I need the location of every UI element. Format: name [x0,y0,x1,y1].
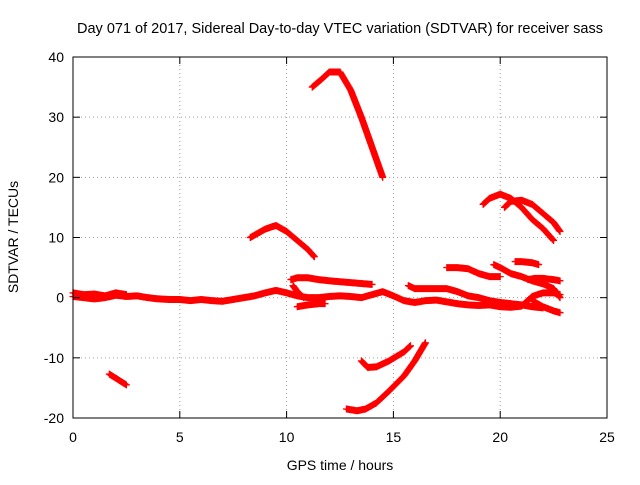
x-tick-label: 0 [69,429,77,445]
data-series-trace [246,221,318,261]
y-tick-label: 10 [48,230,64,246]
data-series-trace [287,274,376,288]
grid-lines [73,57,607,418]
y-tick-label: -10 [44,350,64,366]
y-tick-label: -20 [44,410,64,426]
x-tick-label: 20 [492,429,508,445]
axis-ticks: 0 5 10 15 20 25 -20 -10 0 10 20 30 40 [44,49,615,445]
x-tick-label: 15 [386,429,402,445]
x-tick-label: 25 [599,429,615,445]
data-series-trace [443,264,504,281]
data-series-trace [289,282,308,302]
data-series-trace [105,370,130,389]
data-series-trace [404,282,547,312]
data-series-trace [357,342,414,371]
y-tick-label: 40 [48,49,64,65]
data-series-trace [479,190,558,245]
data-series-trace [308,68,387,181]
data-series [69,68,564,415]
data-series-trace [342,339,429,415]
data-series-trace [528,297,564,317]
y-tick-label: 0 [56,290,64,306]
chart-title: Day 071 of 2017, Sidereal Day-to-day VTE… [77,21,603,37]
y-axis-label: SDTVAR / TECUs [5,181,21,293]
x-tick-label: 10 [279,429,295,445]
data-series-trace [500,196,564,235]
y-tick-label: 30 [48,109,64,125]
x-axis-label: GPS time / hours [287,457,394,473]
data-series-trace [511,258,543,269]
data-series-trace [524,274,564,285]
x-tick-label: 5 [176,429,184,445]
data-series-trace [293,300,329,311]
y-tick-label: 20 [48,169,64,185]
